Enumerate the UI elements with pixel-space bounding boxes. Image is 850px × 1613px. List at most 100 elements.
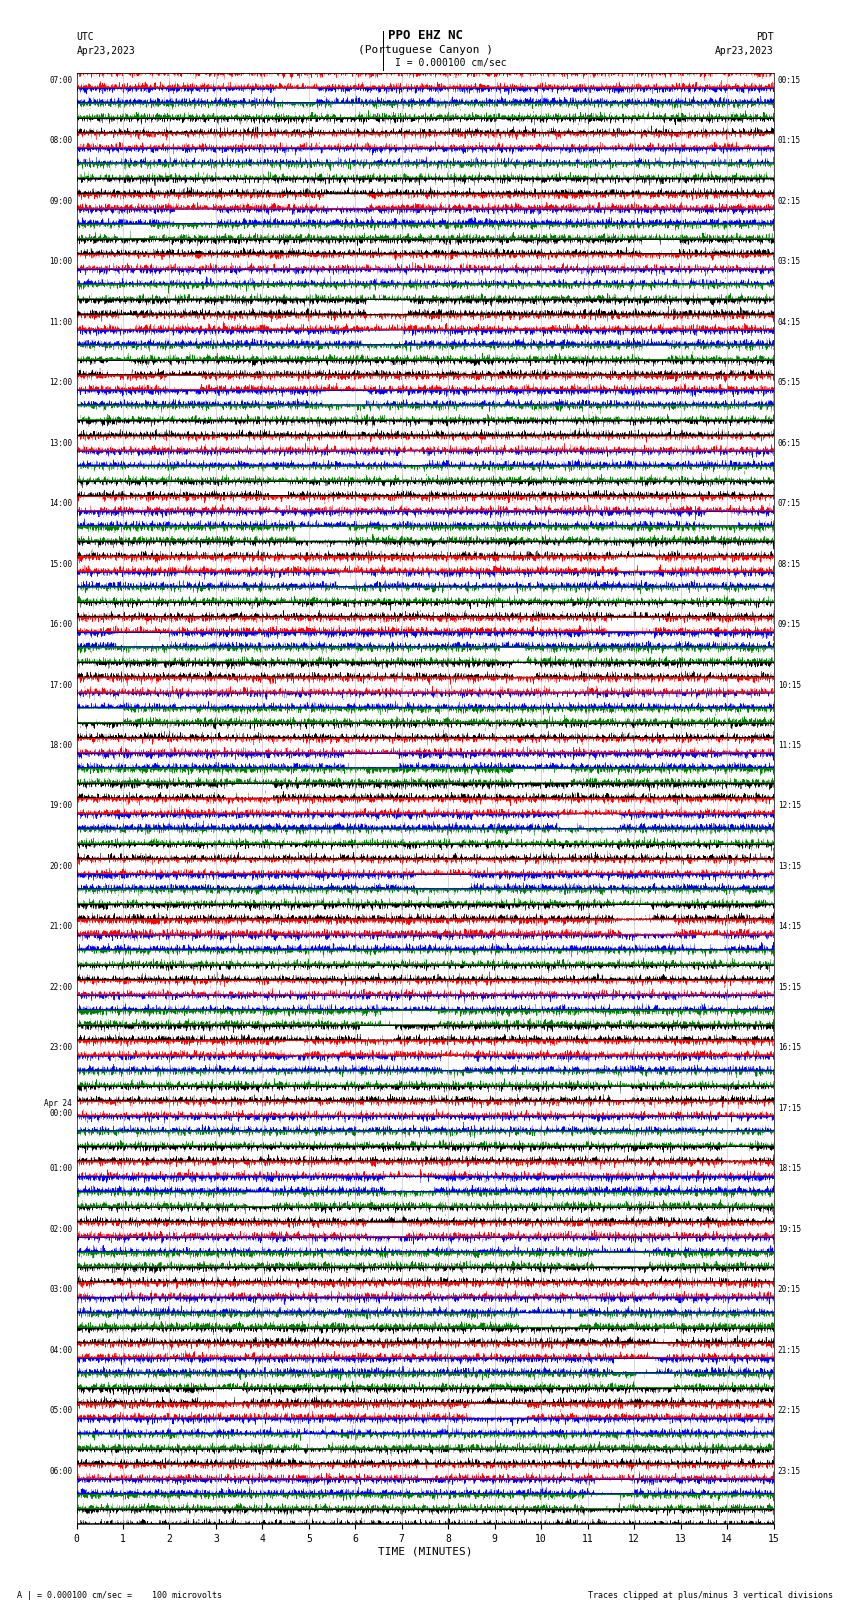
Text: 16:00: 16:00 [49, 619, 72, 629]
Bar [76, 556, 774, 571]
Text: I = 0.000100 cm/sec: I = 0.000100 cm/sec [395, 58, 507, 68]
Text: 08:00: 08:00 [49, 135, 72, 145]
Bar [76, 768, 774, 784]
Text: (Portuguese Canyon ): (Portuguese Canyon ) [358, 45, 492, 55]
Text: 04:00: 04:00 [49, 1345, 72, 1355]
Bar [76, 345, 774, 360]
Bar [76, 1071, 774, 1086]
Text: 21:00: 21:00 [49, 923, 72, 931]
Bar [76, 450, 774, 466]
Text: 03:15: 03:15 [778, 256, 801, 266]
Text: 09:00: 09:00 [49, 197, 72, 205]
Bar [76, 194, 774, 208]
Bar [76, 813, 774, 829]
Bar [76, 1192, 774, 1207]
Text: 17:00: 17:00 [49, 681, 72, 689]
Text: A | = 0.000100 cm/sec =    100 microvolts: A | = 0.000100 cm/sec = 100 microvolts [17, 1590, 222, 1600]
Text: 13:15: 13:15 [778, 861, 801, 871]
Text: 10:00: 10:00 [49, 256, 72, 266]
Text: 18:15: 18:15 [778, 1165, 801, 1173]
Bar [76, 103, 774, 118]
Bar [76, 118, 774, 134]
Text: 08:15: 08:15 [778, 560, 801, 568]
Text: PDT: PDT [756, 32, 774, 42]
Bar [76, 647, 774, 663]
Bar [76, 1389, 774, 1403]
Bar [76, 571, 774, 587]
Bar [76, 618, 774, 632]
Bar [76, 466, 774, 481]
Bar [76, 73, 774, 87]
Bar [76, 965, 774, 981]
Text: 07:15: 07:15 [778, 498, 801, 508]
Bar [76, 239, 774, 255]
Text: 14:00: 14:00 [49, 498, 72, 508]
Bar [76, 1026, 774, 1040]
Bar [76, 360, 774, 376]
Text: 01:15: 01:15 [778, 135, 801, 145]
Bar [76, 905, 774, 919]
Bar [76, 677, 774, 692]
Text: 06:00: 06:00 [49, 1466, 72, 1476]
Bar [76, 1448, 774, 1465]
Bar [76, 1100, 774, 1116]
Text: 23:15: 23:15 [778, 1466, 801, 1476]
Text: 20:00: 20:00 [49, 861, 72, 871]
Bar [76, 1040, 774, 1055]
Bar [76, 950, 774, 965]
Text: PPO EHZ NC: PPO EHZ NC [388, 29, 462, 42]
Bar [76, 1176, 774, 1192]
Text: 02:00: 02:00 [49, 1224, 72, 1234]
Bar [76, 1297, 774, 1313]
Bar [76, 1327, 774, 1342]
Text: Traces clipped at plus/minus 3 vertical divisions: Traces clipped at plus/minus 3 vertical … [588, 1590, 833, 1600]
Bar [76, 1510, 774, 1524]
Text: 13:00: 13:00 [49, 439, 72, 447]
Text: 04:15: 04:15 [778, 318, 801, 326]
Bar [76, 224, 774, 239]
Bar [76, 692, 774, 708]
Bar [76, 376, 774, 390]
Text: 07:00: 07:00 [49, 76, 72, 84]
Bar [76, 1161, 774, 1176]
Bar [76, 315, 774, 329]
Bar [76, 436, 774, 450]
Bar [76, 934, 774, 950]
Text: Apr 24
00:00: Apr 24 00:00 [44, 1098, 72, 1118]
Text: 11:15: 11:15 [778, 740, 801, 750]
Text: 14:15: 14:15 [778, 923, 801, 931]
Bar [76, 1358, 774, 1373]
Bar [76, 511, 774, 526]
Text: 02:15: 02:15 [778, 197, 801, 205]
Bar [76, 1479, 774, 1494]
Bar [76, 163, 774, 179]
Bar [76, 663, 774, 677]
Bar [76, 421, 774, 436]
Text: 22:15: 22:15 [778, 1407, 801, 1415]
Bar [76, 481, 774, 497]
Bar [76, 526, 774, 542]
Bar [76, 497, 774, 511]
Text: 00:15: 00:15 [778, 76, 801, 84]
Bar [76, 1418, 774, 1434]
Text: 19:00: 19:00 [49, 802, 72, 810]
Bar [76, 874, 774, 889]
Bar [76, 919, 774, 934]
Bar [76, 179, 774, 194]
Text: 15:00: 15:00 [49, 560, 72, 568]
Bar [76, 1223, 774, 1237]
Bar [76, 1282, 774, 1297]
Text: 18:00: 18:00 [49, 740, 72, 750]
Bar [76, 1268, 774, 1282]
Bar [76, 708, 774, 723]
Bar [76, 148, 774, 163]
Bar [76, 284, 774, 300]
Bar [76, 1131, 774, 1147]
Text: 22:00: 22:00 [49, 982, 72, 992]
Bar [76, 1116, 774, 1131]
Bar [76, 632, 774, 647]
Text: 05:15: 05:15 [778, 377, 801, 387]
Text: 06:15: 06:15 [778, 439, 801, 447]
Text: 10:15: 10:15 [778, 681, 801, 689]
Bar [76, 889, 774, 905]
